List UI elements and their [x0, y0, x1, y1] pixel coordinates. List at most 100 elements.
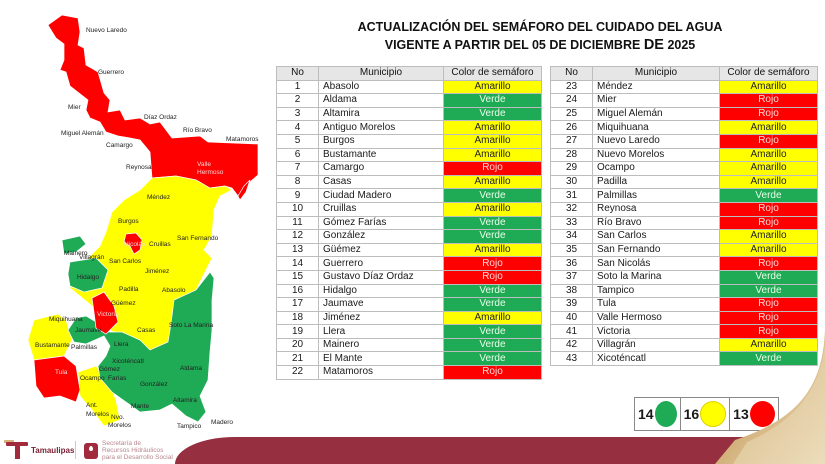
row-number: 13 [276, 242, 319, 258]
table-header-row: No Municipio Color de semáforo [276, 66, 542, 81]
municipio-name: Güémez [318, 242, 444, 258]
semaforo-status: Amarillo [443, 310, 542, 326]
semaforo-status: Amarillo [719, 120, 818, 135]
map-label: Padilla [119, 286, 139, 293]
municipio-name: Valle Hermoso [592, 310, 720, 326]
row-number: 40 [550, 310, 593, 326]
semaforo-status: Verde [443, 229, 542, 244]
table-row: 18 Jiménez Amarillo [276, 310, 542, 326]
map-label: Llera [114, 341, 129, 348]
row-number: 25 [550, 106, 593, 122]
municipio-name: Río Bravo [592, 215, 720, 231]
row-number: 22 [276, 365, 319, 380]
tamaulipas-logo-text: Tamaulipas [31, 445, 75, 455]
semaforo-status: Amarillo [443, 79, 542, 95]
map-label: Hermoso [197, 169, 224, 176]
title-line-2: VIGENTE A PARTIR DEL 05 DE DICIEMBRE DE … [384, 37, 696, 53]
secretaria-logo: Secretaría de Recursos Hidráulicos para … [84, 440, 173, 461]
semaforo-status: Verde [443, 337, 542, 353]
row-number: 23 [550, 79, 593, 95]
semaforo-status: Rojo [719, 256, 818, 271]
municipio-name: Nuevo Laredo [592, 133, 720, 149]
table-row: 7 Camargo Rojo [276, 161, 542, 176]
semaforo-status: Rojo [719, 106, 818, 122]
map-label: San Carlos [109, 258, 142, 265]
municipio-name: Tula [592, 297, 720, 312]
red-circle-icon [749, 401, 775, 427]
row-number: 26 [550, 120, 593, 135]
row-number: 17 [276, 297, 319, 312]
semaforo-status: Rojo [443, 256, 542, 271]
map-label: San Fernando [177, 235, 219, 242]
row-number: 11 [276, 215, 319, 231]
row-number: 42 [550, 337, 593, 353]
row-number: 27 [550, 133, 593, 149]
tamaulipas-map: Nuevo Laredo Guerrero Mier Díaz Ordaz Miguel… [0, 0, 275, 430]
table-row: 39 Tula Rojo [550, 297, 818, 312]
table-row: 6 Bustamante Amarillo [276, 147, 542, 163]
row-number: 2 [276, 93, 319, 108]
table-row: 1 Abasolo Amarillo [276, 79, 542, 95]
map-label: Casas [137, 327, 156, 334]
row-number: 15 [276, 269, 319, 285]
semaforo-status: Verde [443, 297, 542, 312]
summary-count: 13 [733, 406, 749, 422]
semaforo-status: Rojo [719, 93, 818, 108]
summary-count: 14 [638, 406, 654, 422]
table-row: 17 Jaumave Verde [276, 297, 542, 312]
row-number: 28 [550, 147, 593, 163]
municipio-name: Soto la Marina [592, 269, 720, 285]
map-label: González [140, 381, 168, 388]
municipio-name: Abasolo [318, 79, 444, 95]
table-row: 2 Aldama Verde [276, 93, 542, 108]
municipio-name: Nuevo Morelos [592, 147, 720, 163]
summary-amarillo: 16 [681, 398, 731, 430]
map-label: Miguel Alemán [61, 130, 104, 137]
table-row: 27 Nuevo Laredo Rojo [550, 133, 818, 149]
map-label: Villagrán [79, 254, 105, 261]
semaforo-status: Amarillo [443, 147, 542, 163]
map-label: Tula [55, 369, 68, 376]
row-number: 9 [276, 188, 319, 203]
municipio-name: Mier [592, 93, 720, 108]
row-number: 7 [276, 161, 319, 176]
table-row: 40 Valle Hermoso Rojo [550, 310, 818, 326]
row-number: 1 [276, 79, 319, 95]
table-row: 23 Méndez Amarillo [550, 79, 818, 95]
semaforo-status: Amarillo [719, 79, 818, 95]
tamaulipas-logo: Tamaulipas [4, 440, 75, 459]
table-row: 43 Xicoténcatl Verde [550, 351, 818, 367]
semaforo-status: Verde [719, 351, 818, 367]
map-label: Altamira [173, 397, 197, 404]
semaforo-status: Amarillo [443, 201, 542, 217]
table-row: 16 Hidalgo Verde [276, 283, 542, 299]
row-number: 32 [550, 201, 593, 217]
municipio-name: Mainero [318, 337, 444, 353]
semaforo-status: Rojo [719, 310, 818, 326]
municipio-name: Gómez Farías [318, 215, 444, 231]
municipio-name: San Fernando [592, 242, 720, 258]
semaforo-status: Rojo [443, 161, 542, 176]
map-label: Nvo. [111, 414, 125, 421]
semaforo-status: Rojo [719, 201, 818, 217]
map-label: Palmillas [71, 344, 98, 351]
row-number: 37 [550, 269, 593, 285]
yellow-circle-icon [700, 401, 727, 427]
map-region-green [61, 235, 215, 423]
municipio-name: Méndez [592, 79, 720, 95]
map-graphic [27, 14, 259, 427]
municipio-name: Palmillas [592, 188, 720, 203]
table-row: 28 Nuevo Morelos Amarillo [550, 147, 818, 163]
map-label: Nicolás [124, 241, 146, 248]
map-label: Burgos [118, 218, 139, 225]
table-row: 32 Reynosa Rojo [550, 201, 818, 217]
table-row: 3 Altamira Verde [276, 106, 542, 122]
municipio-name: Bustamante [318, 147, 444, 163]
summary-rojo: 13 [730, 398, 778, 430]
row-number: 31 [550, 188, 593, 203]
map-label: Ant. [86, 402, 98, 409]
row-number: 8 [276, 174, 319, 190]
map-label: Madero [211, 419, 234, 426]
table-row: 26 Miquihuana Amarillo [550, 120, 818, 135]
municipio-name: Jiménez [318, 310, 444, 326]
